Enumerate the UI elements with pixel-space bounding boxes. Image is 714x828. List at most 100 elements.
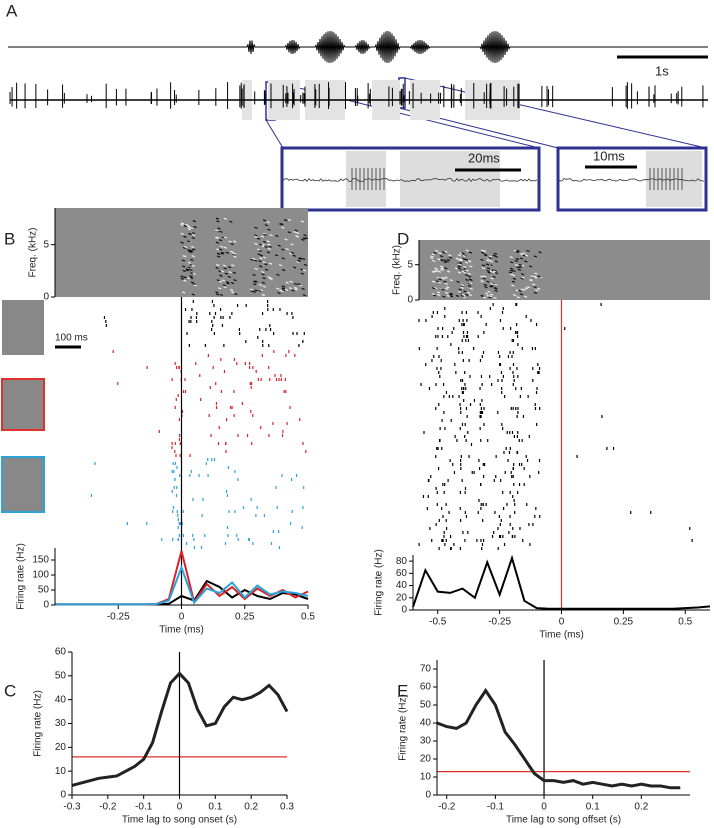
spectro-streak	[512, 269, 516, 272]
spectro-streak	[249, 288, 254, 291]
spectro-streak	[431, 259, 436, 262]
spectro-streak	[183, 276, 187, 279]
spectro-streak	[533, 275, 537, 278]
spectro-streak	[182, 291, 186, 294]
spectro-streak	[284, 288, 289, 291]
y-tick-label: 30	[420, 736, 432, 747]
spectro-streak	[518, 263, 523, 267]
spectro-streak	[258, 289, 262, 292]
spectro-streak	[224, 272, 229, 275]
spectro-streak	[250, 258, 254, 261]
spectro-streak	[443, 261, 447, 264]
spectro-streak	[266, 240, 270, 243]
spectro-streak	[468, 251, 473, 254]
spectro-streak	[188, 226, 192, 229]
y-tick-label: 0	[60, 790, 66, 801]
spectro-streak	[487, 271, 491, 274]
spectro-streak	[223, 286, 227, 289]
scale-bar-label: 100 ms	[55, 333, 88, 344]
spectro-streak	[253, 259, 258, 262]
y-tick-label: 0	[43, 292, 49, 303]
spectro-streak	[486, 269, 490, 273]
spectro-streak	[218, 280, 223, 283]
spectro-streak	[484, 286, 488, 289]
spectro-streak	[231, 291, 235, 294]
spectro-streak	[254, 235, 258, 238]
spectro-streak	[431, 292, 435, 296]
spectro-streak	[449, 295, 454, 298]
spectro-streak	[516, 266, 520, 269]
spectro-streak	[302, 294, 307, 297]
spectro-streak	[285, 281, 289, 284]
x-axis-label: Time lag to song onset (s)	[122, 815, 237, 826]
spectro-streak	[520, 277, 524, 280]
spectro-streak	[521, 276, 525, 279]
rate-line	[55, 564, 309, 606]
spectro-streak	[294, 288, 298, 291]
spectro-streak	[441, 288, 445, 291]
spectro-streak	[458, 288, 462, 291]
spectro-streak	[484, 292, 489, 295]
spectro-streak	[223, 267, 227, 270]
spectro-streak	[186, 277, 191, 280]
spectro-streak	[294, 286, 298, 290]
spectro-streak	[430, 255, 434, 258]
spectro-streak	[232, 253, 236, 256]
spectro-streak	[262, 256, 267, 259]
spectro-streak	[494, 271, 499, 275]
spectro-streak	[220, 251, 225, 254]
spectro-streak	[440, 267, 444, 270]
spectro-streak	[191, 255, 195, 258]
spectro-streak	[263, 240, 267, 243]
spectro-streak	[489, 270, 494, 273]
spectro-streak	[289, 252, 293, 255]
spectro-streak	[281, 248, 285, 251]
spectro-streak	[219, 274, 223, 277]
spectro-streak	[463, 271, 467, 274]
spectro-streak	[230, 250, 234, 253]
spectro-streak	[486, 280, 490, 283]
y-axis-label: Firing rate (Hz)	[398, 694, 409, 761]
spectro-streak	[190, 227, 195, 230]
y-tick-label: 20	[420, 754, 432, 765]
spectro-streak	[294, 229, 298, 232]
spectro-streak	[465, 293, 469, 296]
spectro-streak	[181, 259, 186, 262]
spectro-streak	[518, 289, 522, 293]
spectro-streak	[261, 243, 265, 246]
y-axis-label: Freq. (kHz)	[28, 228, 39, 278]
spectro-streak	[448, 256, 453, 259]
spectro-streak	[485, 263, 490, 266]
spectro-streak	[284, 238, 288, 241]
spectro-streak	[480, 258, 484, 262]
spectro-streak	[461, 270, 465, 273]
spectro-streak	[300, 272, 304, 275]
x-tick-label: 0	[559, 617, 565, 628]
spectro-streak	[259, 265, 263, 268]
spectro-streak	[187, 240, 191, 243]
spectro-streak	[514, 259, 518, 262]
spectro-streak	[440, 265, 444, 268]
spectro-streak	[253, 280, 257, 283]
spectro-streak	[442, 251, 447, 254]
spectro-streak	[518, 265, 523, 269]
spectro-streak	[262, 285, 266, 288]
spectro-streak	[482, 275, 487, 278]
spectro-streak	[281, 257, 285, 260]
spectro-streak	[191, 245, 195, 249]
x-tick-label: 0	[177, 802, 183, 813]
spectro-streak	[458, 291, 462, 294]
spectro-streak	[221, 236, 226, 239]
spectro-streak	[526, 286, 531, 289]
x-axis-label: Time (ms)	[159, 625, 204, 636]
spectro-streak	[183, 279, 187, 282]
y-tick-label: 60	[420, 682, 432, 693]
x-tick-label: -0.1	[135, 802, 153, 813]
spectro-streak	[519, 293, 524, 296]
spectro-streak	[262, 277, 266, 280]
y-tick-label: 0	[401, 605, 407, 616]
spectro-streak	[261, 293, 266, 297]
spectro-streak	[304, 236, 309, 240]
spectro-streak	[509, 273, 514, 276]
spectro-streak	[183, 225, 188, 228]
